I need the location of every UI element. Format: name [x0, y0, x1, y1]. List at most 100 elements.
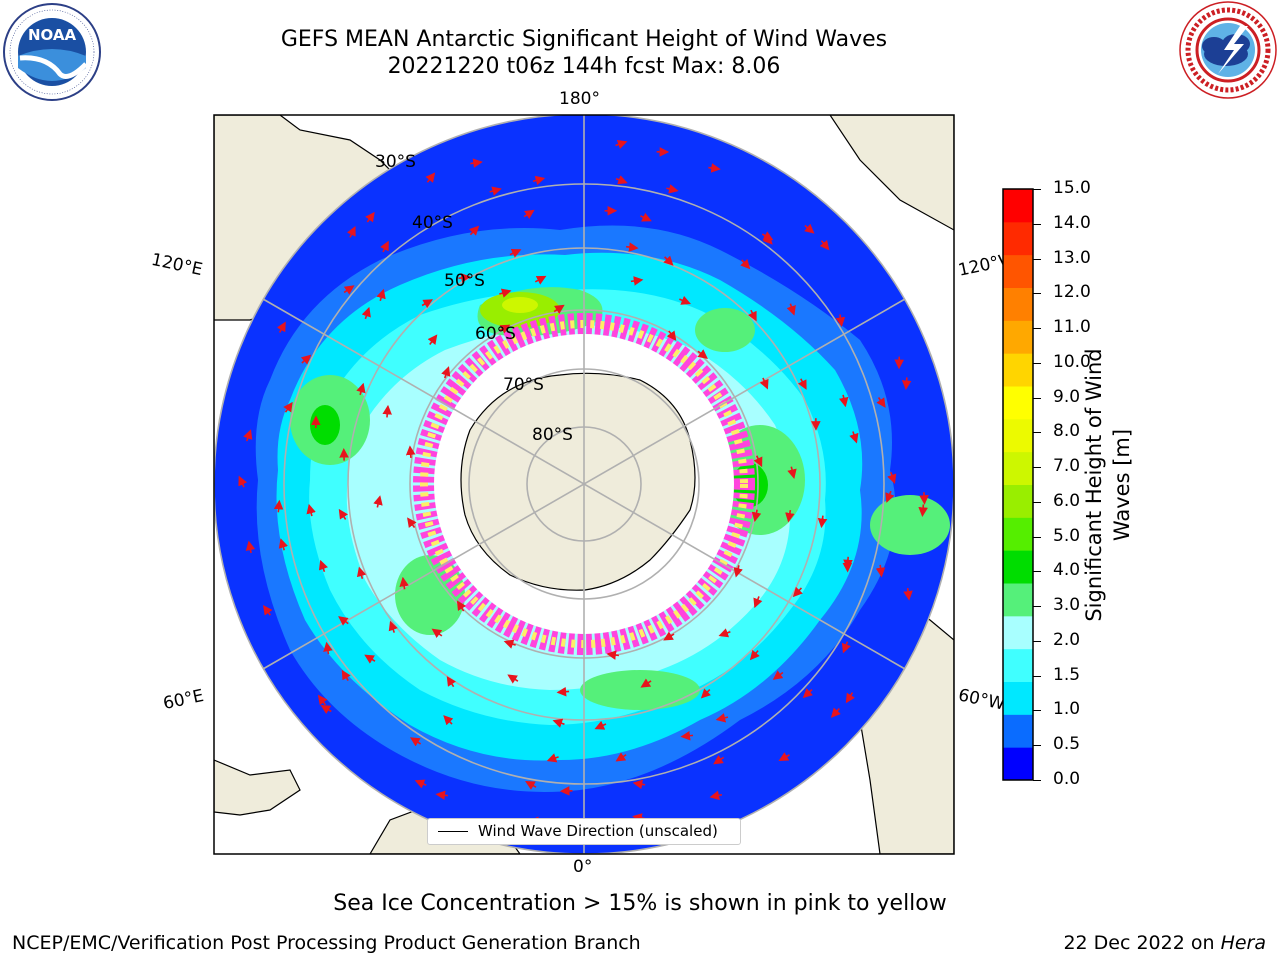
wave-direction-arrow [553, 304, 565, 314]
wave-direction-arrow [382, 404, 393, 418]
wave-direction-arrow [435, 790, 449, 801]
colorbar-tick-mark [1033, 467, 1041, 469]
wave-direction-arrow [632, 779, 646, 790]
colorbar-segment [1003, 418, 1033, 453]
wave-direction-arrow [700, 688, 712, 699]
wave-direction-arrow [273, 499, 284, 513]
wave-direction-arrow [792, 586, 803, 598]
colorbar-tick-label: 0.5 [1053, 734, 1081, 755]
chart-title: GEFS MEAN Antarctic Significant Height o… [280, 27, 888, 52]
colorbar-tick-mark [1033, 223, 1041, 225]
wave-direction-arrow [835, 314, 846, 327]
colorbar-tick-mark [1033, 432, 1041, 434]
sea-ice-note: Sea Ice Concentration > 15% is shown in … [333, 891, 947, 916]
colorbar-tick-mark [1033, 640, 1041, 642]
wave-direction-arrow [263, 604, 273, 616]
colorbar-tick-mark [1033, 397, 1041, 399]
colorbar-segment [1003, 583, 1033, 617]
legend-label: Wind Wave Direction (unscaled) [478, 822, 718, 840]
wave-direction-arrow [552, 718, 565, 728]
colorbar-tick-label: 5.0 [1053, 525, 1081, 546]
colorbar-segment [1003, 287, 1033, 321]
wave-direction-arrow [507, 674, 519, 684]
wave-direction-arrow [446, 676, 456, 688]
colorbar-tick-mark [1033, 293, 1041, 295]
wave-direction-arrow [427, 334, 438, 345]
wave-direction-arrow [626, 242, 639, 252]
colorbar-segment [1003, 615, 1033, 650]
colorbar-tick-mark [1033, 606, 1041, 608]
colorbar-tick-mark [1033, 362, 1041, 364]
wave-direction-arrow [556, 686, 570, 697]
wave-direction-arrow [407, 517, 417, 529]
wave-direction-arrow [885, 490, 895, 503]
wave-direction-arrow [380, 240, 389, 253]
colorbar-segment [1003, 320, 1033, 354]
colorbar-tick-label: 8.0 [1053, 421, 1081, 442]
noaa-logo: NOAA [2, 2, 102, 102]
colorbar-tick-label: 4.0 [1053, 560, 1081, 581]
wave-direction-arrow [469, 225, 480, 236]
colorbar-tick-label: 0.0 [1053, 769, 1081, 789]
antarctica [460, 372, 696, 591]
map-frame [213, 114, 955, 855]
wave-direction-arrow [503, 639, 516, 649]
colorbar-tick-mark [1033, 675, 1041, 677]
wave-direction-arrow [802, 688, 814, 699]
wave-direction-arrow [300, 354, 312, 365]
wave-direction-arrow [347, 226, 356, 238]
wave-direction-arrow [338, 616, 349, 626]
credit-left: NCEP/EMC/Verification Post Processing Pr… [12, 932, 641, 954]
noaa-logo-text: NOAA [28, 26, 77, 44]
colorbar-segment [1003, 386, 1033, 420]
wave-direction-arrow [845, 692, 855, 704]
colorbar-tick-mark [1033, 571, 1041, 573]
colorbar-segment [1003, 189, 1033, 223]
wave-direction-arrow [615, 752, 627, 762]
wave-direction-arrow [243, 429, 253, 442]
wave-direction-arrow [663, 255, 674, 266]
wave-direction-arrow [761, 231, 774, 241]
lat-label-50s: 50°S [444, 271, 485, 291]
colorbar-tick-label: 1.5 [1053, 664, 1081, 685]
colorbar-tick-label: 9.0 [1053, 386, 1081, 407]
wave-direction-arrow [388, 620, 398, 633]
colorbar-tick-label: 3.0 [1053, 595, 1081, 616]
wave-direction-arrow [640, 678, 652, 688]
wave-direction-arrow [849, 431, 859, 444]
wave-direction-arrow [376, 288, 386, 302]
wave-direction-arrow [630, 276, 644, 286]
colorbar-tick-label: 7.0 [1053, 456, 1081, 477]
wave-direction-arrow [901, 377, 912, 391]
wave-direction-arrow [606, 650, 620, 660]
wave-direction-arrow [751, 509, 762, 522]
wave-direction-arrow [421, 299, 433, 309]
wave-direction-arrow [819, 239, 830, 251]
wave-direction-arrow [499, 288, 512, 298]
wave-direction-arrow [918, 504, 928, 517]
wave-direction-arrow [841, 641, 851, 654]
colorbar-segment [1003, 451, 1033, 485]
wave-direction-arrow [919, 492, 929, 505]
wave-direction-arrow [523, 209, 535, 220]
wave-direction-arrow [546, 753, 559, 763]
wave-direction-arrow [713, 755, 725, 765]
colorbar-tick-label: 13.0 [1053, 247, 1091, 268]
wave-direction-arrow [749, 649, 760, 661]
wave-direction-arrow [356, 382, 366, 396]
colorbar-tick-label: 11.0 [1053, 317, 1091, 338]
wave-direction-arrow [238, 475, 248, 488]
colorbar-tick-mark [1033, 189, 1041, 190]
wave-direction-arrow [356, 566, 367, 579]
wave-direction-arrow [458, 273, 471, 283]
nws-logo [1178, 0, 1278, 100]
wave-direction-arrow [425, 172, 436, 183]
lon-label-180: 180° [559, 89, 600, 109]
wave-direction-arrow [283, 401, 293, 413]
wave-direction-arrow [405, 445, 416, 458]
wave-direction-arrow [786, 303, 796, 316]
wave-direction-arrow [276, 321, 286, 333]
wave-direction-arrow [343, 285, 355, 295]
wave-direction-arrow [839, 394, 849, 408]
wave-direction-arrow [443, 715, 454, 726]
